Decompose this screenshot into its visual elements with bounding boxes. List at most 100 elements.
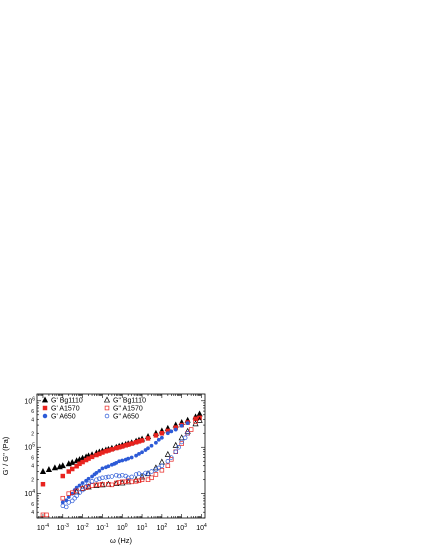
data-point (94, 477, 99, 482)
data-point (84, 478, 88, 483)
data-point (169, 457, 174, 462)
data-point (153, 433, 159, 438)
data-point (173, 449, 178, 454)
data-point (60, 495, 66, 501)
data-point (172, 441, 179, 448)
data-point (159, 431, 165, 436)
data-point (137, 451, 141, 456)
data-point (165, 431, 170, 436)
legend-label: G' A650 (51, 414, 76, 421)
data-point (133, 472, 139, 477)
data-point (159, 435, 164, 440)
data-point (126, 456, 131, 461)
data-point (109, 482, 115, 488)
data-point (83, 485, 89, 490)
data-point (103, 475, 109, 480)
y-minor-tick-label: 6 (31, 502, 34, 508)
data-point (143, 448, 148, 452)
y-minor-tick-label: 2 (31, 431, 34, 437)
data-point (40, 481, 46, 487)
series-5 (60, 431, 190, 510)
data-point (80, 487, 85, 493)
data-point (133, 479, 139, 484)
data-point (100, 466, 105, 471)
legend-marker (41, 396, 49, 403)
data-point (188, 427, 194, 432)
data-point (51, 464, 58, 471)
data-point (60, 473, 66, 479)
legend-marker (104, 405, 110, 411)
data-point (196, 416, 203, 423)
data-point (69, 498, 75, 504)
y-minor-tick-label: 4 (31, 510, 34, 516)
data-point (143, 470, 148, 476)
data-point (146, 446, 150, 451)
data-marks (39, 410, 203, 518)
x-tick-label: 102 (157, 523, 168, 532)
y-minor-tick-label: 4 (31, 464, 34, 470)
data-point (169, 455, 174, 460)
data-point (80, 481, 85, 485)
data-point (83, 483, 89, 489)
legend-marker (42, 413, 48, 419)
series-2 (60, 421, 190, 505)
x-axis-title: ω (Hz) (110, 536, 133, 545)
data-point (64, 504, 69, 510)
legend-label: G" A1570 (113, 406, 143, 413)
data-point (77, 490, 82, 495)
y-tick-label: 104 (24, 489, 35, 498)
data-point (173, 427, 178, 432)
data-point (89, 479, 95, 484)
data-point (149, 469, 154, 474)
data-point (86, 476, 91, 481)
y-minor-tick-label: 6 (31, 456, 34, 462)
data-point (156, 437, 161, 442)
data-point (136, 478, 142, 483)
data-point (165, 458, 171, 464)
data-point (159, 467, 165, 473)
data-point (114, 480, 119, 486)
legend-label: G' A1570 (51, 406, 80, 413)
y-minor-tick-label: 4 (31, 417, 34, 423)
x-tick-label: 104 (196, 523, 207, 532)
data-point (109, 474, 115, 479)
data-point (129, 474, 134, 480)
y-minor-tick-label: 2 (31, 478, 34, 484)
data-point (106, 464, 111, 469)
data-point (159, 463, 165, 468)
data-point (86, 481, 91, 486)
data-point (97, 476, 102, 481)
data-point (164, 450, 171, 457)
data-point (120, 458, 125, 463)
y-tick-label: 106 (24, 396, 35, 405)
data-point (59, 462, 66, 469)
legend-marker (42, 405, 48, 411)
data-point (116, 480, 122, 485)
data-point (185, 421, 190, 426)
data-point (114, 461, 119, 465)
data-point (90, 474, 94, 479)
y-axis-title: G' / G'' (Pa) (1, 436, 10, 475)
data-point (139, 438, 145, 443)
data-point (123, 479, 128, 485)
data-point (94, 471, 99, 475)
y-minor-tick-label: 6 (31, 409, 34, 415)
data-point (69, 466, 75, 472)
x-tick-label: 103 (176, 523, 187, 532)
data-point (44, 512, 49, 518)
data-point (77, 483, 82, 488)
data-point (129, 455, 134, 460)
data-point (193, 419, 198, 424)
data-point (145, 471, 151, 476)
data-point (74, 493, 79, 499)
data-point (153, 472, 159, 477)
data-point (109, 447, 115, 452)
data-point (145, 436, 151, 441)
data-point (97, 482, 102, 488)
data-point (129, 441, 134, 446)
data-point (179, 441, 184, 446)
data-point (149, 475, 154, 481)
y-tick-label: 105 (24, 443, 35, 452)
